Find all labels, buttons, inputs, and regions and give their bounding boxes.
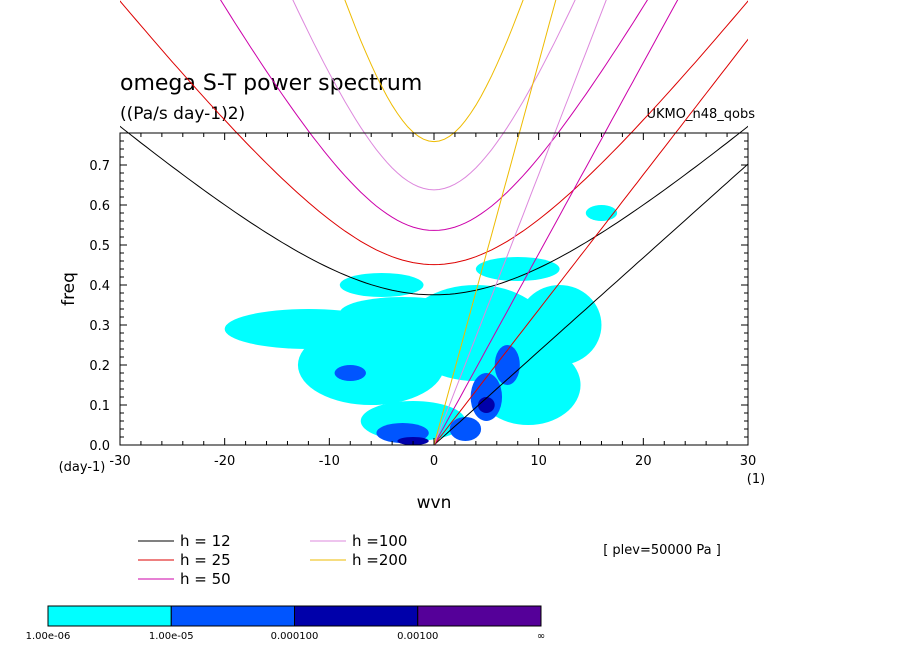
chart-title: omega S-T power spectrum [120, 71, 422, 96]
colorbar-end-label: ∞ [537, 631, 545, 642]
legend-label-h200: h =200 [352, 551, 407, 569]
y-tick-label: 0.3 [89, 319, 110, 334]
dataset-label: UKMO_n48_qobs [646, 107, 755, 122]
contour-region-10 [470, 373, 503, 421]
dispersion-curves-layer [120, 0, 748, 445]
x-axis: -30 -20 -10 0 10 20 30 [109, 133, 756, 469]
y-tick-label: 0.2 [89, 359, 110, 374]
x-tick-label: 10 [530, 454, 547, 469]
plot-frame [119, 132, 749, 446]
plev-label: [ plev=50000 Pa ] [603, 543, 721, 558]
x-tick-label: -10 [319, 454, 340, 469]
contour-region-9 [585, 205, 618, 221]
contour-region-7 [475, 257, 560, 281]
x-tick-label: 30 [740, 454, 757, 469]
x-axis-label: wvn [417, 493, 452, 513]
y-unit-label: (day-1) [59, 460, 106, 475]
kelvin-curve-h100 [433, 0, 607, 445]
colorbar-label-3: 0.00100 [397, 631, 438, 642]
contour-region-14 [334, 365, 366, 381]
gravity-curve-h200 [344, 0, 524, 143]
colorbar-segment-3 [417, 605, 542, 627]
kelvin-curve-h12 [433, 163, 748, 445]
gravity-curve-h100 [292, 0, 576, 191]
colorbar: 1.00e-06 1.00e-05 0.000100 0.00100 ∞ [26, 605, 545, 642]
gravity-curve-h12 [120, 125, 748, 296]
legend-label-h100: h =100 [352, 532, 407, 550]
contour-region-5 [517, 285, 602, 365]
colorbar-label-1: 1.00e-05 [149, 631, 194, 642]
gravity-curve-h25 [120, 0, 748, 266]
colorbar-segment-2 [294, 605, 419, 627]
x-tick-label: -20 [214, 454, 235, 469]
chart-subtitle: ((Pa/s day-1)2) [120, 104, 245, 124]
x-tick-label: 0 [430, 454, 438, 469]
legend-label-h12: h = 12 [180, 532, 231, 550]
colorbar-segment-1 [170, 605, 295, 627]
kelvin-curve-h50 [433, 0, 679, 445]
contour-region-6 [339, 273, 424, 297]
colorbar-segment-0 [47, 605, 172, 627]
contour-region-12 [449, 417, 482, 441]
contour-fill-layer [224, 205, 618, 445]
kelvin-curve-h200 [433, 0, 557, 445]
y-axis: 0.0 0.1 0.2 0.3 0.4 0.5 0.6 0.7 [89, 140, 748, 454]
x-tick-label: 20 [635, 454, 652, 469]
contour-region-16 [477, 397, 495, 413]
y-tick-label: 0.6 [89, 199, 110, 214]
x-unit-label: (1) [747, 472, 765, 487]
legend-label-h25: h = 25 [180, 551, 231, 569]
colorbar-label-2: 0.000100 [271, 631, 319, 642]
legend-label-h50: h = 50 [180, 570, 231, 588]
colorbar-label-0: 1.00e-06 [26, 631, 71, 642]
y-tick-label: 0.7 [89, 159, 110, 174]
y-tick-label: 0.5 [89, 239, 110, 254]
contour-region-13 [494, 345, 520, 385]
y-tick-label: 0.0 [89, 439, 110, 454]
y-tick-label: 0.4 [89, 279, 110, 294]
y-tick-label: 0.1 [89, 399, 110, 414]
gravity-curve-h50 [220, 0, 648, 231]
x-tick-label: -30 [109, 454, 130, 469]
y-axis-label: freq [59, 272, 79, 306]
kelvin-curve-h25 [433, 38, 748, 445]
